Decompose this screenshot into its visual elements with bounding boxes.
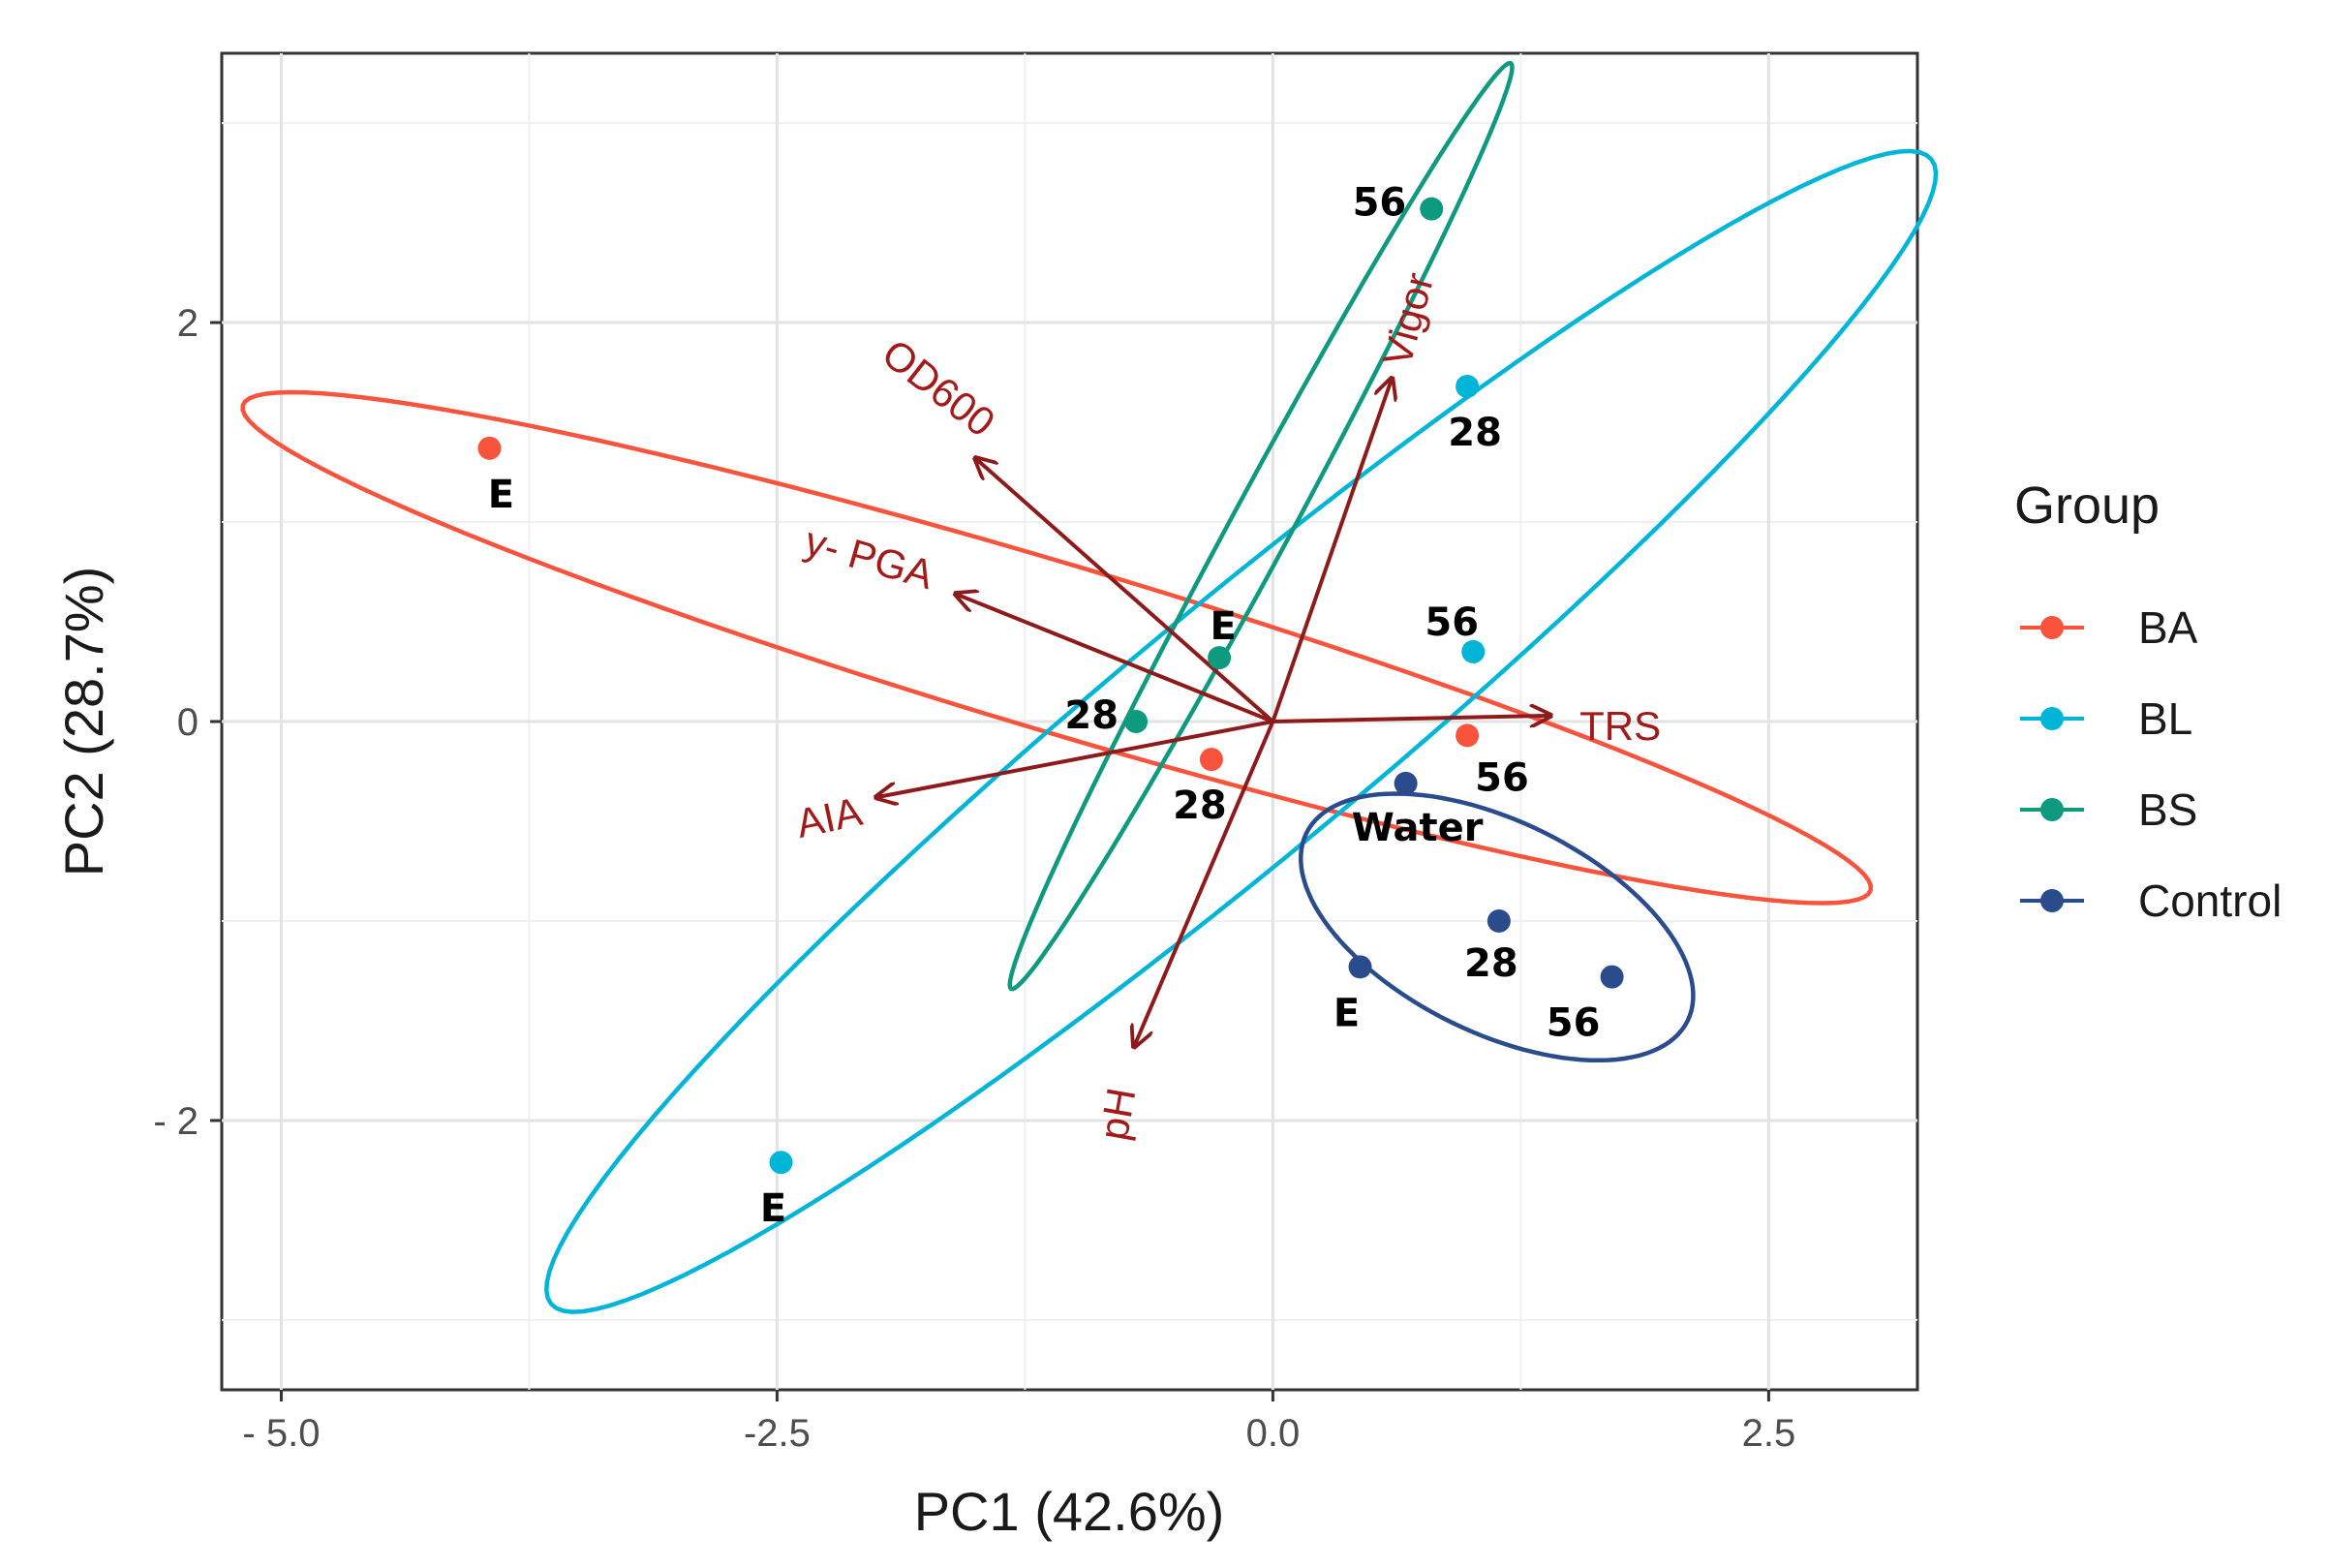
point-bs bbox=[1208, 646, 1232, 670]
point-control bbox=[1486, 908, 1511, 933]
point-bs bbox=[1124, 710, 1149, 733]
ellipse-bl bbox=[544, 148, 1939, 1314]
y-tick-label: 0 bbox=[177, 701, 199, 744]
legend-label: BA bbox=[2138, 602, 2198, 653]
legend-key-dot bbox=[2040, 707, 2064, 730]
legend-key-dot bbox=[2040, 798, 2064, 821]
ellipse-ba bbox=[240, 389, 1873, 906]
points: E 28 56 E 28 56 E 28 56 E Water 28 56 bbox=[477, 181, 1624, 1231]
y-axis-title: PC2 (28.7%) bbox=[53, 567, 114, 877]
x-tick-label: -2.5 bbox=[744, 1412, 811, 1455]
point-label: 56 bbox=[1547, 1001, 1601, 1046]
loading-arrow bbox=[1134, 721, 1275, 1047]
loading-arrow bbox=[1272, 716, 1550, 722]
x-tick-label: 2.5 bbox=[1742, 1412, 1796, 1455]
point-label: Water bbox=[1352, 806, 1484, 850]
point-label: E bbox=[1333, 991, 1360, 1035]
legend: Group BA BL BS Control bbox=[2014, 477, 2282, 926]
point-label: 28 bbox=[1448, 411, 1502, 455]
ellipse-bs bbox=[1007, 60, 1515, 992]
point-control bbox=[1600, 965, 1624, 989]
loading-arrow bbox=[956, 594, 1274, 723]
point-bl bbox=[1461, 639, 1486, 663]
ellipses bbox=[240, 60, 1939, 1314]
loading-arrow bbox=[975, 458, 1274, 723]
point-control bbox=[1348, 955, 1372, 979]
point-bs bbox=[1420, 197, 1444, 221]
legend-label: BS bbox=[2138, 784, 2197, 835]
point-label: E bbox=[488, 473, 514, 517]
legend-label: Control bbox=[2138, 876, 2282, 926]
point-label: 56 bbox=[1353, 181, 1407, 226]
y-tick-label: - 2 bbox=[153, 1100, 199, 1143]
x-axis-title: PC1 (42.6%) bbox=[914, 1481, 1225, 1542]
point-control bbox=[1394, 771, 1418, 795]
legend-key-dot bbox=[2040, 889, 2064, 912]
x-tick-label: 0.0 bbox=[1246, 1412, 1301, 1455]
point-label: 28 bbox=[1064, 693, 1119, 738]
loading-arrow bbox=[876, 720, 1273, 797]
point-bl bbox=[769, 1151, 793, 1175]
y-tick-label: 2 bbox=[177, 302, 199, 345]
point-label: 28 bbox=[1173, 784, 1227, 828]
legend-label: BL bbox=[2138, 693, 2192, 744]
loading-arrow bbox=[1271, 379, 1392, 723]
loading-label: TRS bbox=[1579, 703, 1661, 749]
point-ba bbox=[1199, 748, 1223, 772]
point-bl bbox=[1456, 374, 1480, 398]
legend-key-dot bbox=[2040, 616, 2064, 639]
point-ba bbox=[1456, 723, 1480, 748]
point-ba bbox=[477, 436, 502, 460]
point-label: E bbox=[1210, 604, 1236, 649]
legend-title: Group bbox=[2014, 477, 2160, 535]
point-label: 56 bbox=[1475, 755, 1529, 800]
loading-label: pH bbox=[1090, 1085, 1145, 1144]
x-tick-label: - 5.0 bbox=[242, 1412, 320, 1455]
ellipse-control bbox=[1299, 791, 1696, 1063]
axes: - 5.0 -2.5 0.0 2.5 - 2 0 2 bbox=[153, 302, 1795, 1455]
point-label: 28 bbox=[1464, 941, 1518, 986]
point-label: E bbox=[760, 1186, 786, 1231]
point-label: 56 bbox=[1425, 600, 1479, 645]
